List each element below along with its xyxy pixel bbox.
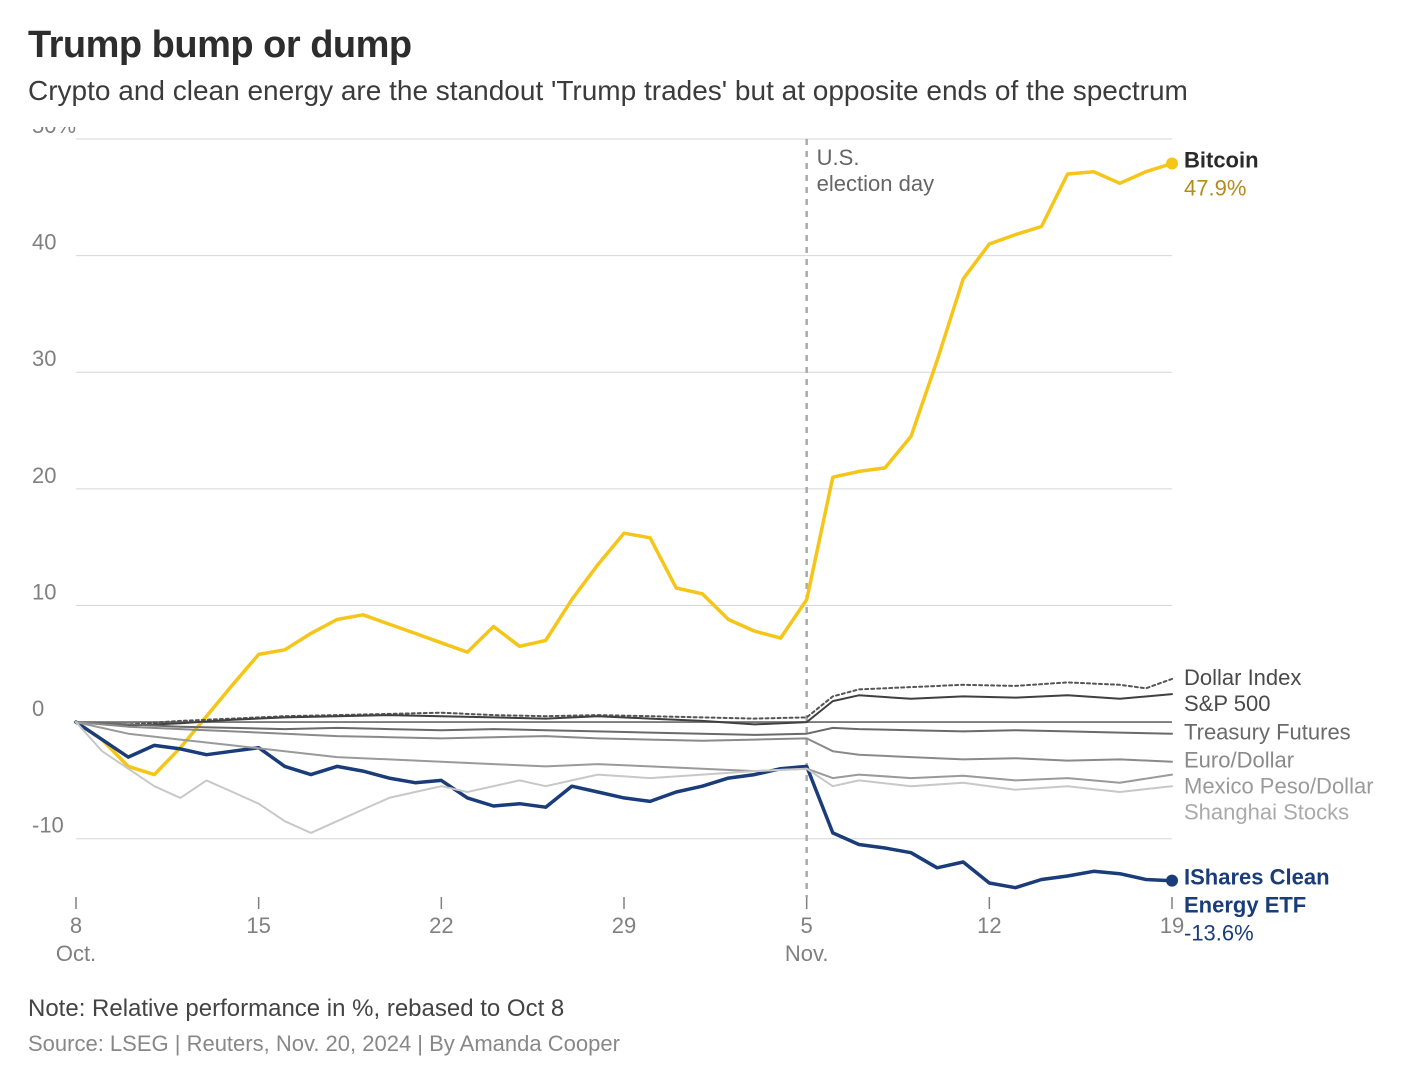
x-tick-label: 12 (977, 913, 1001, 938)
chart-container: Trump bump or dump Crypto and clean ener… (0, 0, 1420, 1078)
label-dollar: Dollar Index (1184, 665, 1301, 690)
highlight-label-clean: IShares Clean (1184, 865, 1330, 890)
chart-note: Note: Relative performance in %, rebased… (28, 995, 1392, 1023)
chart-title: Trump bump or dump (28, 24, 1392, 67)
series-marker-clean (1166, 875, 1178, 887)
x-tick-label: 29 (612, 913, 636, 938)
label-shanghai: Shanghai Stocks (1184, 800, 1349, 825)
y-tick-label: 40 (32, 230, 56, 255)
x-tick-label: 5 (801, 913, 813, 938)
highlight-value-bitcoin: 47.9% (1184, 175, 1246, 200)
label-peso: Mexico Peso/Dollar (1184, 774, 1374, 799)
y-tick-label: 20 (32, 463, 56, 488)
chart-source: Source: LSEG | Reuters, Nov. 20, 2024 | … (28, 1031, 1392, 1057)
label-sp500: S&P 500 (1184, 691, 1270, 716)
x-tick-label: 22 (429, 913, 453, 938)
series-sp500 (76, 694, 1172, 726)
y-tick-label: 30 (32, 346, 56, 371)
y-tick-label: 50% (32, 127, 76, 138)
y-tick-label: -10 (32, 813, 64, 838)
label-euro: Euro/Dollar (1184, 748, 1294, 773)
y-tick-label: 0 (32, 696, 44, 721)
highlight-value-clean: -13.6% (1184, 921, 1254, 946)
chart-subtitle: Crypto and clean energy are the standout… (28, 75, 1392, 107)
x-month-label: Oct. (56, 941, 96, 966)
series-treasury (76, 722, 1172, 735)
x-tick-label: 8 (70, 913, 82, 938)
x-tick-label: 15 (246, 913, 270, 938)
series-marker-bitcoin (1166, 157, 1178, 169)
y-tick-label: 10 (32, 579, 56, 604)
label-treasury: Treasury Futures (1184, 720, 1351, 745)
chart-svg: -10 0 10 20 30 40 50% U.S.election day 8 Oct. 15 22… (28, 127, 1392, 977)
chart-plot-area: -10 0 10 20 30 40 50% U.S.election day 8 Oct. 15 22… (28, 127, 1392, 977)
x-tick-label: 19 (1160, 913, 1184, 938)
x-month-label: Nov. (785, 941, 829, 966)
annotation-label: election day (817, 171, 934, 196)
annotation-label: U.S. (817, 145, 860, 170)
highlight-label-bitcoin: Bitcoin (1184, 147, 1259, 172)
highlight-label-clean: Energy ETF (1184, 893, 1306, 918)
chart-footer: Note: Relative performance in %, rebased… (28, 995, 1392, 1057)
